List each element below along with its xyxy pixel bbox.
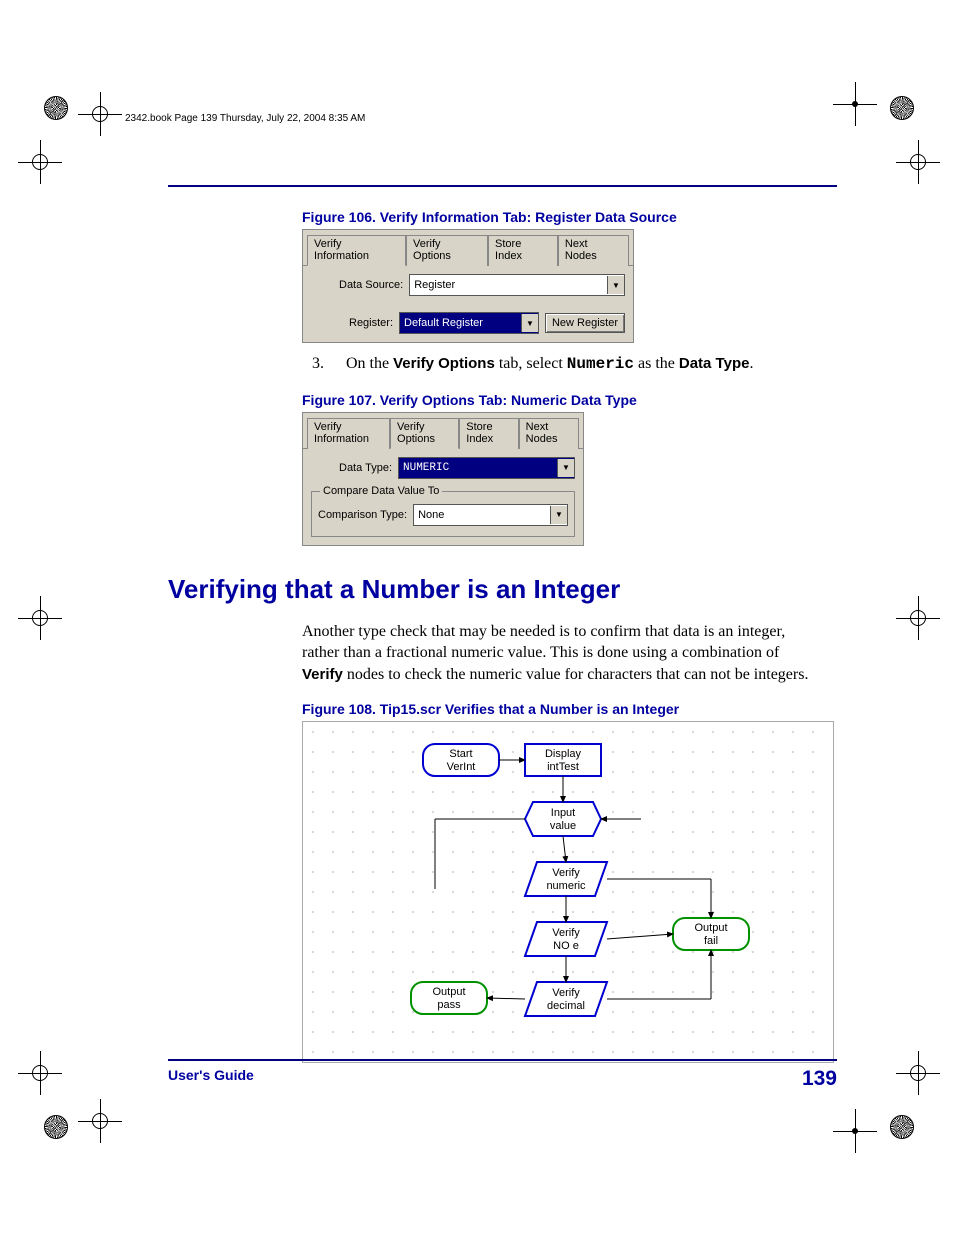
svg-text:Verify: Verify xyxy=(552,867,580,879)
figure-107-caption: Figure 107. Verify Options Tab: Numeric … xyxy=(302,392,837,408)
crop-crosshair xyxy=(896,140,940,184)
svg-text:Output: Output xyxy=(432,986,465,998)
svg-text:decimal: decimal xyxy=(547,1000,585,1012)
chevron-down-icon: ▼ xyxy=(521,314,538,332)
figure-108-flowchart: StartVerInt DisplayintTest Inputvalue Verif… xyxy=(302,721,834,1063)
figure-107-panel: Verify Information Verify Options Store … xyxy=(302,412,584,546)
compare-fieldset: Compare Data Value To Comparison Type: N… xyxy=(311,491,575,537)
top-rule xyxy=(168,185,837,187)
svg-text:Output: Output xyxy=(694,922,727,934)
tab-store-index[interactable]: Store Index xyxy=(459,418,518,449)
tab-verify-information[interactable]: Verify Information xyxy=(307,418,390,449)
chevron-down-icon: ▼ xyxy=(557,459,574,477)
chevron-down-icon: ▼ xyxy=(607,276,624,294)
step-3-text: 3. On the Verify Options tab, select Num… xyxy=(302,353,812,376)
svg-text:VerInt: VerInt xyxy=(447,761,476,773)
comparison-type-select[interactable]: None ▼ xyxy=(413,504,568,526)
comparison-type-label: Comparison Type: xyxy=(318,509,407,521)
svg-text:fail: fail xyxy=(704,935,718,947)
tab-verify-options[interactable]: Verify Options xyxy=(390,418,459,449)
page-number: 139 xyxy=(802,1067,837,1091)
section-heading: Verifying that a Number is an Integer xyxy=(168,574,837,605)
svg-text:intTest: intTest xyxy=(547,761,579,773)
svg-text:NO e: NO e xyxy=(553,940,579,952)
crop-crosshair xyxy=(833,82,877,126)
figure-106-caption: Figure 106. Verify Information Tab: Regi… xyxy=(302,209,837,225)
crop-rosette xyxy=(44,1115,68,1139)
register-select[interactable]: Default Register ▼ xyxy=(399,312,539,334)
chevron-down-icon: ▼ xyxy=(550,506,567,524)
crop-rosette xyxy=(890,96,914,120)
compare-legend: Compare Data Value To xyxy=(320,485,442,497)
tab-next-nodes[interactable]: Next Nodes xyxy=(519,418,579,449)
crop-crosshair xyxy=(78,92,122,136)
register-value: Default Register xyxy=(404,317,483,329)
svg-text:pass: pass xyxy=(437,999,461,1011)
crop-crosshair xyxy=(18,596,62,640)
svg-text:Input: Input xyxy=(551,807,575,819)
svg-text:value: value xyxy=(550,820,576,832)
svg-text:Display: Display xyxy=(545,748,582,760)
tab-store-index[interactable]: Store Index xyxy=(488,235,558,266)
fig107-tabs: Verify Information Verify Options Store … xyxy=(303,413,583,449)
svg-text:Start: Start xyxy=(449,748,472,760)
crop-rosette xyxy=(44,96,68,120)
figure-106-panel: Verify Information Verify Options Store … xyxy=(302,229,634,343)
crop-crosshair xyxy=(833,1109,877,1153)
data-type-select[interactable]: NUMERIC ▼ xyxy=(398,457,575,479)
step-number: 3. xyxy=(312,353,342,375)
data-type-label: Data Type: xyxy=(339,462,392,474)
tab-verify-information[interactable]: Verify Information xyxy=(307,235,406,266)
data-source-select[interactable]: Register ▼ xyxy=(409,274,625,296)
data-source-label: Data Source: xyxy=(339,279,403,291)
footer-left: User's Guide xyxy=(168,1067,254,1091)
crop-crosshair xyxy=(78,1099,122,1143)
data-source-value: Register xyxy=(414,279,455,291)
crop-crosshair xyxy=(896,596,940,640)
figure-108-caption: Figure 108. Tip15.scr Verifies that a Nu… xyxy=(302,701,837,717)
svg-text:Verify: Verify xyxy=(552,987,580,999)
crop-crosshair xyxy=(18,1051,62,1095)
page-footer: User's Guide 139 xyxy=(168,1059,837,1091)
data-type-value: NUMERIC xyxy=(403,462,449,474)
fig106-tabs: Verify Information Verify Options Store … xyxy=(303,230,633,266)
svg-text:numeric: numeric xyxy=(546,880,586,892)
crop-rosette xyxy=(890,1115,914,1139)
comparison-type-value: None xyxy=(418,509,444,521)
new-register-button[interactable]: New Register xyxy=(545,313,625,333)
svg-text:Verify: Verify xyxy=(552,927,580,939)
section-paragraph: Another type check that may be needed is… xyxy=(302,621,812,686)
crop-crosshair xyxy=(18,140,62,184)
register-label: Register: xyxy=(349,317,393,329)
tab-verify-options[interactable]: Verify Options xyxy=(406,235,488,266)
tab-next-nodes[interactable]: Next Nodes xyxy=(558,235,629,266)
crop-crosshair xyxy=(896,1051,940,1095)
page-header-metadata: 2342.book Page 139 Thursday, July 22, 20… xyxy=(125,113,365,124)
